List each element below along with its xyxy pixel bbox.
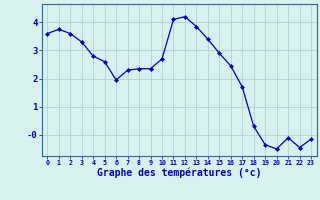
X-axis label: Graphe des températures (°c): Graphe des températures (°c): [97, 168, 261, 178]
